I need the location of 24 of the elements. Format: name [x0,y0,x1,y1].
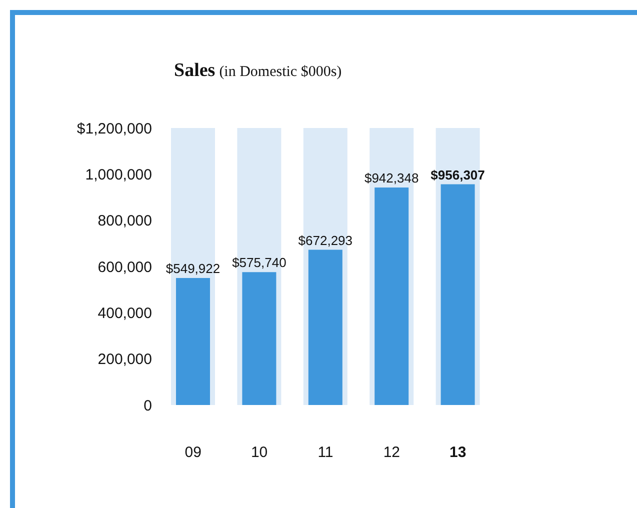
y-tick-label: 800,000 [98,212,152,230]
data-label: $956,307 [430,167,485,182]
data-label: $942,348 [364,170,419,186]
x-tick-label: 13 [450,444,466,461]
y-tick-label: $1,200,000 [76,120,152,138]
x-tick-label: 10 [250,444,268,461]
y-tick-label: 600,000 [98,258,152,276]
data-label: $575,740 [232,255,286,270]
x-tick-label: 09 [184,444,202,461]
data-label: $672,293 [298,232,353,248]
chart-subtitle: (in Domestic $000s) [219,64,342,80]
bar [440,184,475,405]
data-label: $549,922 [166,261,220,276]
y-tick-label: 400,000 [98,304,152,322]
x-tick-label: 12 [383,444,400,461]
bar [308,250,342,405]
chart-title: Sales [174,60,216,81]
y-tick-label: 1,000,000 [85,166,152,184]
bar [242,272,276,405]
x-tick-label: 11 [318,444,334,461]
bar [374,187,409,405]
bar [176,278,210,405]
y-tick-label: 0 [144,397,152,414]
y-tick-label: 200,000 [98,351,152,368]
